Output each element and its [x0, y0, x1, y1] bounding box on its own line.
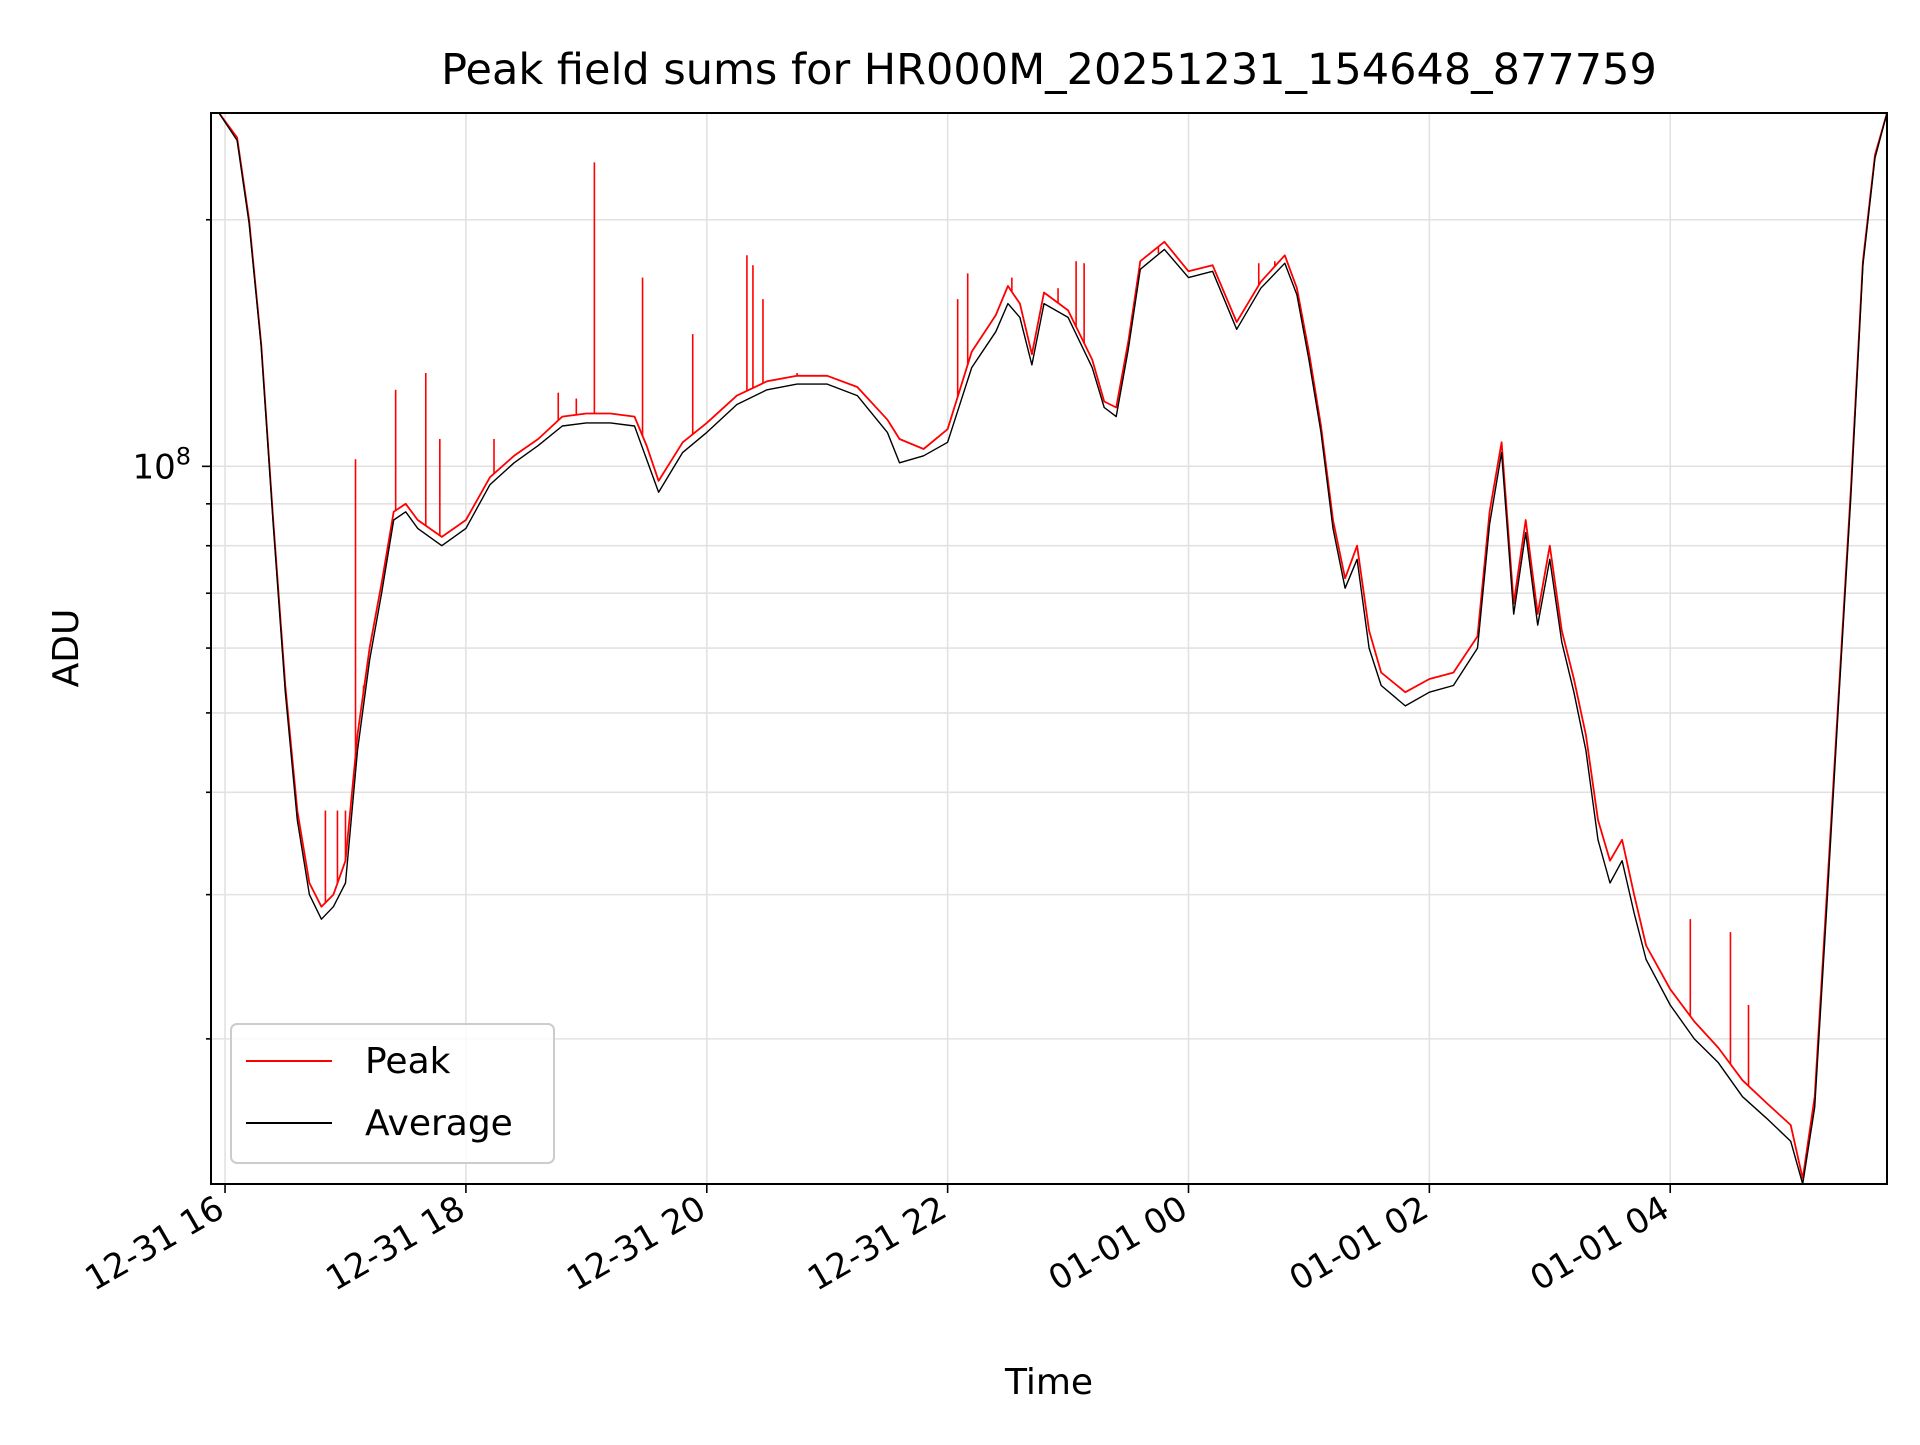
- legend-box: [230, 1023, 555, 1164]
- series-average-line: [218, 113, 1887, 1184]
- x-tick-label: 12-31 16: [78, 1188, 230, 1299]
- plot-layer: [218, 113, 1887, 1184]
- x-tick-label: 01-01 04: [1524, 1188, 1676, 1299]
- x-tick-label: 12-31 18: [319, 1188, 471, 1299]
- y-tick-label-exponent: 8: [176, 442, 191, 470]
- legend-peak-label: Peak: [365, 1041, 451, 1082]
- y-axis-label: ADU: [46, 609, 87, 688]
- x-axis-label: Time: [1004, 1362, 1093, 1403]
- y-tick-label-base: 10: [132, 447, 175, 487]
- peak-spikes: [324, 162, 1750, 1086]
- legend-average-label: Average: [365, 1103, 513, 1144]
- legend: Peak Average: [230, 1023, 555, 1164]
- x-tick-label: 12-31 20: [560, 1188, 712, 1299]
- series-peak-line: [218, 113, 1887, 1180]
- x-tick-label: 01-01 00: [1042, 1188, 1194, 1299]
- y-tick-label: 108: [132, 442, 191, 487]
- x-tick-label: 12-31 22: [801, 1188, 953, 1299]
- chart-title: Peak field sums for HR000M_20251231_1546…: [441, 45, 1657, 95]
- grid-layer: [211, 113, 1887, 1184]
- x-tick-label: 01-01 02: [1283, 1188, 1435, 1299]
